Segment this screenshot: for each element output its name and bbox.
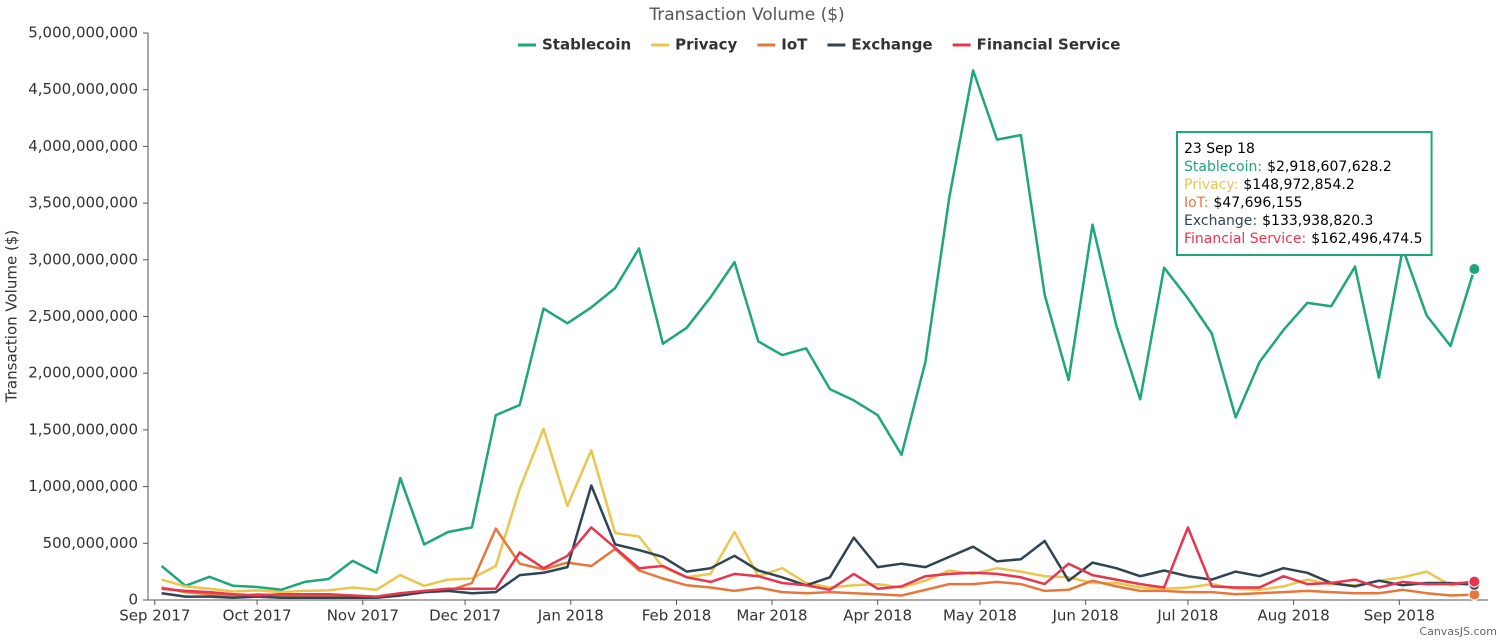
x-tick-label: Sep 2018 [1364, 607, 1435, 625]
credit: CanvasJS.com [1419, 625, 1497, 638]
x-tick-label: Jun 2018 [1051, 607, 1118, 625]
series-line [160, 69, 1476, 592]
x-tick-label: Sep 2017 [119, 607, 190, 625]
highlight-point [1468, 575, 1481, 588]
legend: Stablecoin Privacy IoT Exchange Financial Se… [518, 36, 1120, 54]
y-tick-label: 4,000,000,000 [28, 137, 138, 155]
x-tick-label: Aug 2018 [1258, 607, 1330, 625]
legend-label: IoT [781, 36, 808, 54]
y-tick-label: 3,000,000,000 [28, 250, 138, 268]
highlight-point [1468, 263, 1481, 276]
tooltip-label: IoT: [1184, 195, 1208, 211]
y-tick-label: 4,500,000,000 [28, 80, 138, 98]
x-tick-label: Oct 2017 [223, 607, 292, 625]
tooltip-label: Privacy: [1184, 177, 1238, 193]
tooltip-title: 23 Sep 18 [1184, 141, 1255, 157]
tooltip-value: $162,496,474.5 [1311, 231, 1422, 247]
tooltip-value: $47,696,155 [1213, 195, 1302, 211]
legend-label: Stablecoin [542, 36, 631, 54]
x-tick-label: Dec 2017 [429, 607, 501, 625]
y-tick-label: 2,000,000,000 [28, 364, 138, 382]
x-tick-label: Mar 2018 [736, 607, 807, 625]
legend-label: Exchange [851, 36, 932, 54]
legend-label: Privacy [675, 36, 737, 54]
x-tick-label: Feb 2018 [642, 607, 712, 625]
tooltip-value: $133,938,820.3 [1262, 213, 1373, 229]
y-tick-label: 3,500,000,000 [28, 194, 138, 212]
y-tick-label: 500,000,000 [43, 534, 138, 552]
y-tick-label: 1,500,000,000 [28, 420, 138, 438]
legend-label: Financial Service [977, 36, 1121, 54]
tooltip: 23 Sep 18 Stablecoin: $2,918,607,628.2 Priv… [1176, 131, 1433, 256]
x-tick-label: Nov 2017 [327, 607, 399, 625]
y-tick-label: 2,500,000,000 [28, 307, 138, 325]
x-tick-label: Apr 2018 [843, 607, 912, 625]
tooltip-label: Financial Service: [1184, 231, 1306, 247]
x-tick-label: Jan 2018 [537, 607, 604, 625]
series-line [161, 427, 1475, 594]
series-line [161, 484, 1475, 599]
series-line [161, 526, 1475, 598]
y-tick-label: 1,000,000,000 [28, 477, 138, 495]
tooltip-value: $2,918,607,628.2 [1267, 159, 1392, 175]
tooltip-box [1176, 131, 1433, 256]
chart-title: Transaction Volume ($) [648, 5, 844, 25]
y-axis-title: Transaction Volume ($) [3, 230, 21, 403]
tooltip-label: Exchange: [1184, 213, 1257, 229]
x-tick-label: May 2018 [943, 607, 1017, 625]
tooltip-label: Stablecoin: [1184, 159, 1262, 175]
x-tick-label: Jul 2018 [1156, 607, 1218, 625]
y-tick-label: 0 [128, 591, 138, 609]
tooltip-value: $148,972,854.2 [1243, 177, 1354, 193]
y-tick-label: 5,000,000,000 [28, 24, 138, 42]
